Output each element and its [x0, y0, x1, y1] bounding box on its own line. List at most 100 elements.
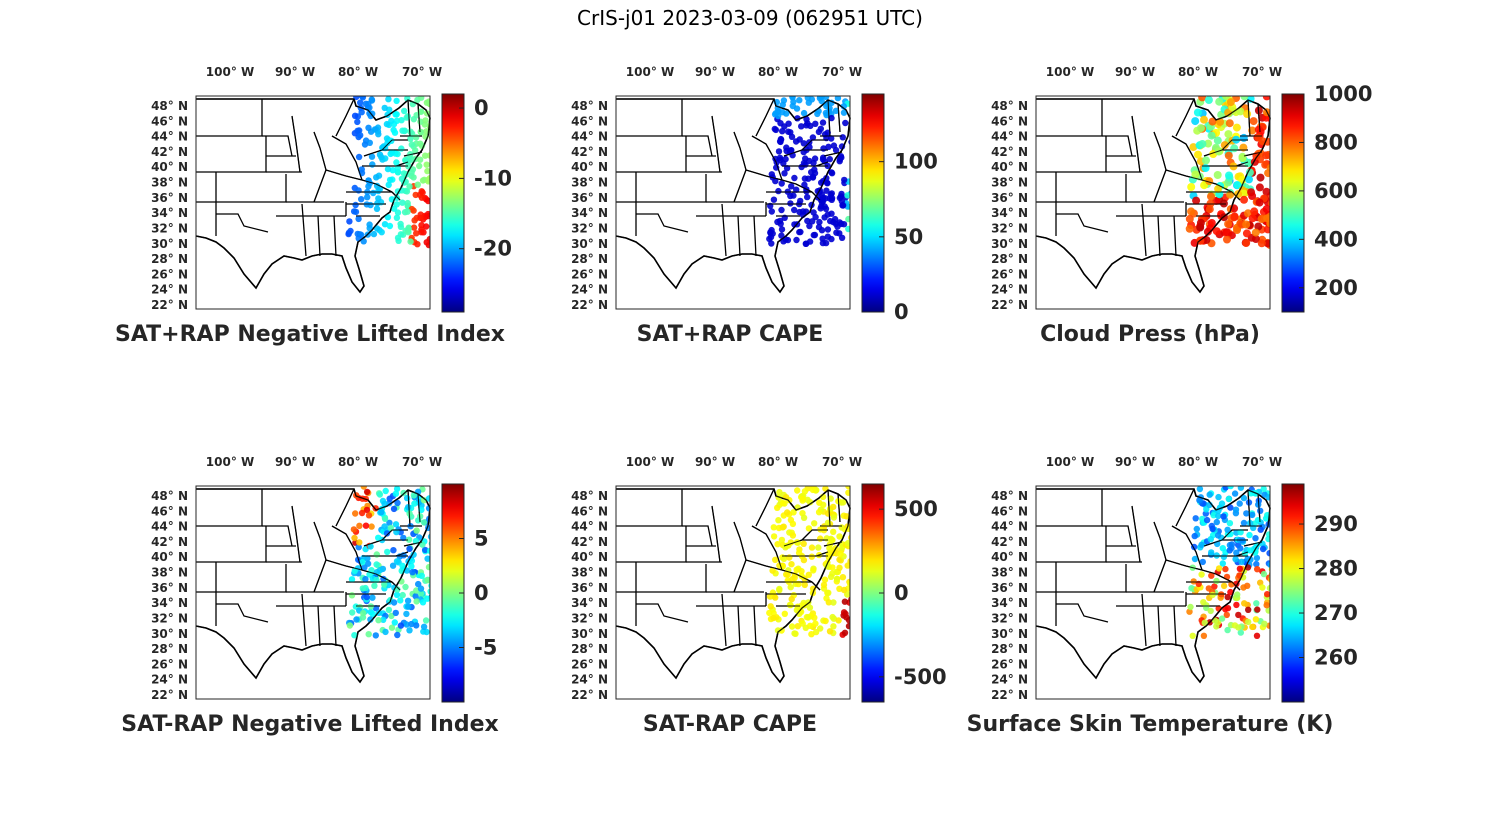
swath-point	[780, 97, 788, 104]
state-border	[801, 139, 828, 151]
swath-point	[804, 193, 811, 201]
state-border	[1141, 203, 1147, 257]
swath-point	[770, 610, 777, 617]
swath-point	[777, 136, 785, 143]
swath-point	[845, 622, 850, 630]
swath-point	[1264, 591, 1270, 598]
swath-point	[1205, 205, 1214, 214]
swath-point	[785, 128, 792, 135]
swath-point	[1250, 207, 1259, 216]
map-frame	[195, 485, 431, 700]
swath-point	[420, 623, 428, 630]
panel-title: Cloud Press (hPa)	[1040, 322, 1260, 347]
swath-point	[1252, 616, 1260, 623]
state-border	[827, 489, 831, 527]
colorbar-tick-label: 50	[894, 225, 923, 249]
swath-point	[788, 561, 795, 568]
colorbar-tick-label: 500	[894, 497, 938, 521]
swath-point	[1259, 584, 1266, 591]
map-frame	[195, 95, 431, 310]
swath-point	[378, 229, 385, 236]
swath-point	[844, 192, 850, 199]
state-border	[1221, 139, 1248, 151]
lat-tick-label: 42° N	[151, 145, 188, 159]
swath-point	[822, 205, 830, 212]
swath-point	[382, 487, 389, 495]
swath-point	[397, 597, 404, 604]
swath-point	[840, 109, 848, 116]
swath-point	[815, 509, 823, 516]
swath-point	[401, 107, 408, 115]
lat-tick-label: 46° N	[991, 114, 1028, 128]
swath-point	[403, 494, 411, 502]
colorbar-tick-label: 200	[1314, 276, 1358, 300]
swath-point	[808, 544, 816, 551]
lat-tick-label: 34° N	[151, 206, 188, 220]
swath-point	[1198, 140, 1207, 148]
state-border	[1243, 151, 1263, 157]
swath-point	[376, 491, 384, 498]
data-swath	[766, 96, 850, 247]
swath-point	[1225, 119, 1234, 128]
swath-point	[825, 599, 832, 606]
swath-point	[812, 120, 819, 128]
swath-point	[1237, 545, 1244, 552]
swath-point	[1189, 632, 1196, 639]
lat-tick-label: 24° N	[151, 673, 188, 687]
swath-point	[372, 632, 379, 639]
swath-point	[1243, 510, 1250, 517]
map-overlay	[1035, 98, 1271, 294]
lat-tick-label: 32° N	[571, 611, 608, 625]
swath-point	[408, 563, 415, 570]
swath-point	[1223, 611, 1230, 619]
lon-tick-label: 70° W	[1242, 455, 1282, 469]
swath-point	[1251, 228, 1260, 237]
lat-tick-label: 44° N	[991, 130, 1028, 144]
state-border	[417, 103, 421, 133]
swath-point	[1240, 519, 1248, 527]
state-border	[1036, 564, 1127, 593]
lat-tick-label: 36° N	[151, 581, 188, 595]
lat-tick-label: 32° N	[991, 611, 1028, 625]
swath-point	[1201, 164, 1210, 172]
swath-point	[359, 559, 366, 566]
swath-point	[788, 133, 796, 140]
swath-point	[767, 603, 774, 610]
colorbar-tick-label: 0	[474, 581, 489, 605]
state-border	[837, 103, 841, 133]
swath-point	[1191, 555, 1199, 563]
swath-point	[408, 141, 415, 148]
swath-point	[365, 124, 372, 131]
colorbar-tick-label: 0	[474, 96, 489, 120]
swath-point	[388, 149, 396, 156]
swath-point	[391, 619, 398, 626]
swath-point	[1226, 547, 1233, 554]
lon-tick-label: 70° W	[822, 455, 862, 469]
panel-title: SAT+RAP Negative Lifted Index	[115, 322, 505, 347]
swath-point	[1213, 623, 1220, 630]
lat-tick-label: 32° N	[571, 221, 608, 235]
swath-point	[787, 200, 794, 207]
swath-point	[413, 622, 420, 629]
swath-point	[353, 616, 360, 623]
swath-point	[824, 510, 832, 517]
swath-point	[851, 514, 857, 520]
swath-point	[820, 581, 828, 589]
swath-point	[384, 165, 392, 173]
swath-point	[828, 135, 835, 142]
swath-point	[835, 617, 842, 624]
swath-point	[810, 159, 817, 167]
swath-point	[815, 223, 823, 231]
swath-point	[1263, 214, 1270, 223]
swath-point	[804, 120, 811, 127]
swath-point	[385, 181, 392, 189]
lat-tick-label: 42° N	[571, 145, 608, 159]
swath-point	[398, 175, 406, 182]
swath-point	[806, 499, 814, 506]
swath-point	[394, 209, 402, 216]
swath-point	[381, 523, 388, 530]
swath-point	[1224, 151, 1233, 160]
swath-point	[1213, 171, 1222, 179]
swath-point	[386, 222, 394, 230]
swath-point	[350, 526, 358, 533]
